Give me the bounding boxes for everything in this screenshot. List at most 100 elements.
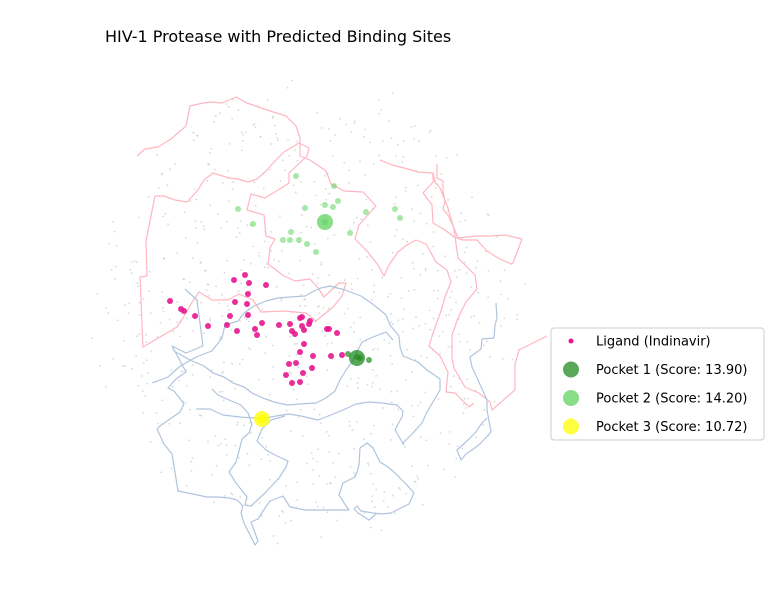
background-atom xyxy=(269,460,272,462)
background-atom xyxy=(209,204,212,207)
background-atom xyxy=(215,285,218,288)
background-atom xyxy=(239,282,242,285)
background-atom xyxy=(343,279,346,282)
background-atom xyxy=(413,288,416,291)
background-atom xyxy=(148,290,150,293)
background-atom xyxy=(264,352,266,355)
background-atom xyxy=(463,261,466,264)
background-atom xyxy=(391,363,394,366)
background-atom xyxy=(319,422,322,424)
series-0-point xyxy=(293,360,299,366)
series-0-point xyxy=(292,331,298,337)
background-atom xyxy=(275,133,277,135)
background-atom xyxy=(222,399,225,402)
background-atom xyxy=(310,452,313,454)
background-atom xyxy=(348,424,351,427)
background-atom xyxy=(452,375,455,378)
background-atom xyxy=(271,344,274,347)
background-atom xyxy=(470,286,473,289)
background-atom xyxy=(307,383,310,386)
background-atom xyxy=(304,304,307,307)
background-atom xyxy=(221,390,224,393)
background-atom xyxy=(437,289,440,292)
background-atom xyxy=(373,347,376,350)
background-atom xyxy=(275,285,278,288)
background-atom xyxy=(192,139,195,141)
background-atom xyxy=(306,375,308,378)
background-atom xyxy=(310,226,312,229)
background-atom xyxy=(402,155,405,158)
background-atom xyxy=(266,263,268,265)
background-atom xyxy=(176,321,179,324)
background-atom xyxy=(400,276,403,279)
background-atom xyxy=(192,131,195,134)
background-atom xyxy=(463,397,466,400)
background-atom xyxy=(320,263,322,266)
background-atom xyxy=(250,431,253,434)
background-atom xyxy=(203,332,206,335)
background-atom xyxy=(252,124,255,126)
background-atom xyxy=(222,371,225,374)
background-atom xyxy=(456,154,458,156)
background-atom xyxy=(449,296,451,299)
background-atom xyxy=(129,269,132,271)
background-atom xyxy=(176,301,179,304)
background-atom xyxy=(364,128,366,131)
background-atom xyxy=(311,273,314,276)
background-atom xyxy=(471,196,473,199)
background-atom xyxy=(360,218,363,221)
background-atom xyxy=(437,398,440,400)
background-atom xyxy=(99,364,102,367)
background-atom xyxy=(138,333,141,336)
background-atom xyxy=(349,228,352,230)
background-atom xyxy=(231,493,234,496)
backbone-chain-a-loop xyxy=(136,96,475,408)
background-atom xyxy=(463,251,466,254)
background-atom xyxy=(234,387,237,390)
background-atom xyxy=(305,225,308,228)
background-atom xyxy=(160,173,163,176)
background-atom xyxy=(179,335,182,338)
background-atom xyxy=(322,506,325,509)
background-atom xyxy=(456,445,459,447)
series-0-point xyxy=(334,330,340,336)
background-atom xyxy=(137,384,140,387)
backbone-chain-b-upper xyxy=(151,285,441,445)
background-atom xyxy=(272,534,275,537)
background-atom xyxy=(234,444,237,447)
background-atom xyxy=(419,273,422,276)
background-atom xyxy=(417,477,420,480)
legend-items: Ligand (Indinavir) Pocket 1 (Score: 13.90… xyxy=(563,335,747,435)
background-atom xyxy=(231,117,234,120)
background-atom xyxy=(455,276,458,278)
background-atom xyxy=(346,385,349,387)
background-atom xyxy=(261,308,263,311)
series-2-point xyxy=(313,249,319,255)
series-2-point xyxy=(296,237,302,243)
background-atom xyxy=(371,299,373,301)
background-atom xyxy=(289,335,292,338)
background-atom xyxy=(114,265,117,268)
background-atom xyxy=(254,204,257,207)
background-atom xyxy=(439,352,441,355)
background-atom xyxy=(287,139,289,142)
backbone-chain-a-tail xyxy=(432,173,548,411)
background-atom xyxy=(189,408,192,411)
background-atom xyxy=(448,442,451,445)
background-atom xyxy=(333,233,336,236)
background-atom xyxy=(264,240,266,243)
background-atom xyxy=(210,147,213,150)
background-atom xyxy=(365,198,368,201)
background-atom xyxy=(172,330,175,333)
background-atom xyxy=(137,285,139,288)
background-atom xyxy=(155,412,158,414)
background-atom xyxy=(191,457,194,459)
background-atom xyxy=(91,337,94,339)
background-atom xyxy=(397,143,399,146)
background-atom xyxy=(292,184,295,187)
series-2-point xyxy=(397,215,403,221)
background-atom xyxy=(223,361,225,364)
background-atom xyxy=(236,227,239,230)
background-atom xyxy=(339,117,341,120)
background-atom xyxy=(503,317,506,320)
